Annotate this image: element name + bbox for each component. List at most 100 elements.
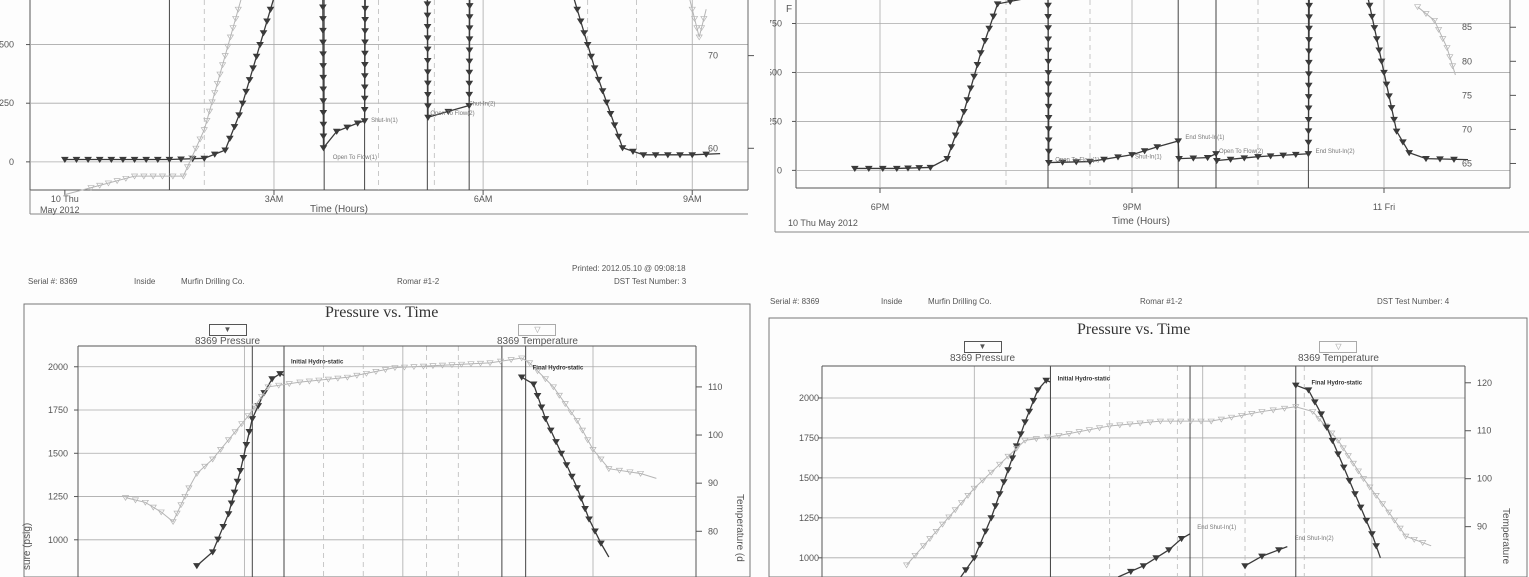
y-tick-label: 2000 [799, 393, 819, 403]
pressure-marker [107, 156, 116, 164]
pressure-marker [1045, 159, 1053, 167]
temperature-line [125, 357, 657, 523]
y-tick-label: 500 [770, 67, 782, 77]
temperature-marker [1292, 404, 1300, 411]
temperature-marker [188, 155, 196, 161]
pressure-marker [245, 429, 254, 436]
pressure-marker [1368, 531, 1376, 538]
legend-temperature: ▽ 8369 Temperature [497, 324, 578, 347]
pressure-marker [319, 121, 328, 128]
pressure-marker [319, 16, 327, 23]
pressure-marker [423, 35, 432, 42]
pressure-marker [1304, 387, 1313, 394]
pressure-marker [1305, 48, 1313, 55]
temperature-marker [1410, 536, 1418, 543]
pressure-line [959, 379, 1051, 577]
pressure-marker [546, 427, 555, 434]
pressure-marker [557, 450, 566, 457]
pressure-marker [981, 38, 989, 45]
pressure-marker [423, 46, 432, 53]
pressure-marker [319, 133, 328, 140]
temperature-marker [1269, 407, 1277, 414]
temperature-marker [362, 370, 371, 377]
pressure-marker [864, 165, 873, 172]
temperature-marker [229, 25, 237, 32]
pressure-marker [639, 152, 648, 159]
pressure-marker [1044, 70, 1053, 77]
pressure-marker [227, 500, 236, 507]
pressure-marker [1212, 151, 1220, 158]
temperature-marker [448, 362, 456, 369]
pressure-marker [230, 124, 239, 131]
temperature-marker [334, 375, 342, 382]
temperature-marker [1238, 412, 1246, 419]
y2-axis-label: Temperature (d [734, 494, 745, 562]
pressure-marker [230, 489, 239, 496]
pressure-marker [1175, 156, 1183, 163]
well-name: Romar #1-2 [397, 277, 440, 286]
temperature-marker [211, 90, 219, 97]
temperature-marker [130, 173, 139, 180]
temperature-marker [987, 469, 995, 476]
pressure-marker [361, 50, 369, 57]
temperature-marker [1106, 423, 1114, 430]
y-tick-label: 1250 [799, 513, 819, 523]
event-annotation: Shut-In(1) [1135, 155, 1162, 161]
pressure-marker [702, 151, 711, 158]
pressure-marker [1241, 563, 1249, 570]
temperature-marker [275, 382, 283, 389]
pressure-marker [214, 536, 222, 543]
legend-temperature-label: 8369 Temperature [1298, 353, 1379, 364]
pressure-marker [533, 393, 542, 400]
pressure-marker [1405, 150, 1414, 157]
pressure-marker [1304, 128, 1313, 135]
temperature-marker [173, 510, 181, 517]
temperature-line [906, 406, 1432, 566]
pressure-marker [361, 62, 369, 69]
pressure-marker [235, 112, 243, 119]
gauge-position: Inside [881, 297, 903, 306]
pressure-marker [1304, 116, 1313, 124]
pressure-marker [95, 156, 104, 164]
legend-temperature-marker: ▽ [1319, 341, 1358, 353]
pressure-marker [1189, 155, 1198, 162]
y2-tick-label: 85 [1462, 22, 1472, 32]
pressure-marker [1139, 563, 1148, 570]
temperature-marker [419, 363, 428, 370]
pressure-marker [1258, 553, 1266, 560]
temperature-marker [1309, 409, 1317, 415]
pressure-marker [444, 108, 453, 115]
y2-axis-label: Temperature [1500, 508, 1511, 565]
pressure-marker [1399, 139, 1407, 146]
pressure-marker [594, 76, 603, 83]
y2-tick-label: 80 [708, 526, 718, 536]
pressure-marker [1436, 156, 1444, 163]
temperature-marker [1177, 418, 1185, 425]
event-annotation: Shut-In(1) [371, 118, 398, 124]
pressure-marker [991, 503, 1000, 510]
temperature-marker [205, 108, 214, 115]
pressure-marker [1033, 387, 1042, 394]
pressure-marker [1029, 398, 1038, 405]
temperature-marker [1136, 420, 1144, 427]
pressure-marker [1254, 154, 1262, 161]
temperature-marker [131, 497, 140, 504]
temperature-marker [218, 62, 227, 69]
pressure-marker [236, 467, 245, 475]
temperature-marker [181, 493, 189, 500]
pressure-marker [1126, 568, 1135, 575]
temperature-marker [1146, 419, 1154, 426]
temperature-marker [695, 34, 703, 41]
pressure-marker [1304, 105, 1313, 112]
pressure-marker [424, 92, 432, 99]
pressure-marker [973, 62, 982, 69]
x-tick-label: 10 Thu [51, 194, 79, 204]
temperature-marker [970, 485, 978, 492]
pressure-marker [562, 462, 571, 469]
pressure-marker [618, 145, 627, 152]
pressure-marker [1380, 69, 1388, 76]
pressure-marker [529, 381, 538, 388]
temperature-marker [476, 360, 485, 367]
pressure-line [1295, 384, 1382, 559]
pressure-marker [1044, 47, 1053, 54]
